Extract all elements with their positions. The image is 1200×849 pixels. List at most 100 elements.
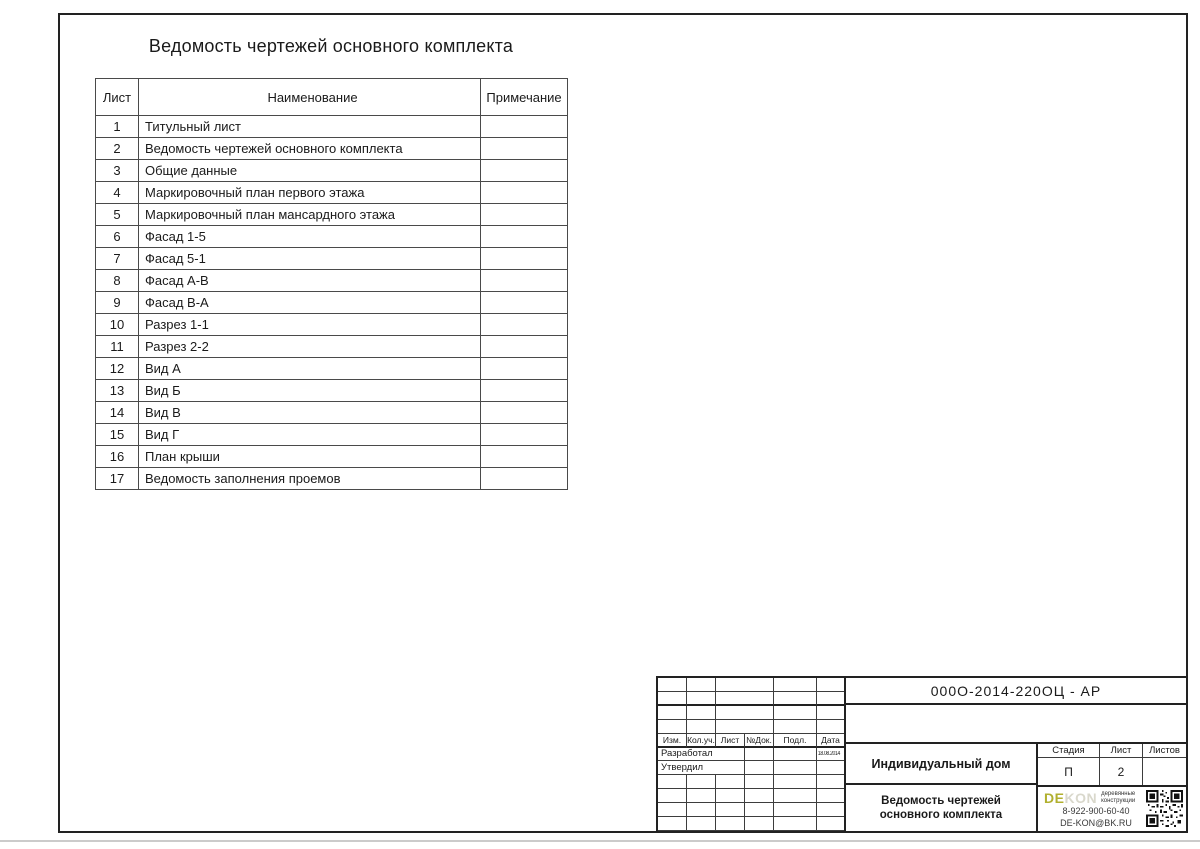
revision-cell bbox=[687, 691, 716, 706]
sheet-value: 2 bbox=[1100, 758, 1143, 785]
title-block-bottom: Индивидуальный дом Ведомость чертежей ос… bbox=[846, 744, 1186, 831]
table-row: 12 Вид А bbox=[95, 357, 568, 380]
revision-cell bbox=[658, 775, 687, 790]
sheet-number-cell: 9 bbox=[95, 291, 139, 314]
document-code: 000О-2014-220ОЦ - АР bbox=[846, 678, 1186, 705]
revision-cell bbox=[687, 678, 716, 692]
note-cell bbox=[480, 313, 568, 336]
drawing-name-cell: Титульный лист bbox=[138, 115, 481, 138]
note-cell bbox=[480, 335, 568, 358]
drawing-list-title: Ведомость чертежей основного комплекта bbox=[148, 36, 514, 56]
revision-header-dok: №Док. bbox=[745, 733, 774, 748]
table-row: 1 Титульный лист bbox=[95, 115, 568, 138]
revision-cell bbox=[658, 789, 687, 804]
note-cell bbox=[480, 291, 568, 314]
drawing-name-cell: Фасад А-В bbox=[138, 269, 481, 292]
revision-cell bbox=[745, 747, 774, 762]
revision-cell bbox=[745, 775, 774, 790]
stage-value-row: П 2 bbox=[1038, 758, 1186, 787]
revision-cell bbox=[687, 775, 716, 790]
revision-cell bbox=[658, 705, 687, 720]
header-name: Наименование bbox=[138, 78, 481, 116]
vendor-tagline: деревянные конструкции bbox=[1101, 791, 1135, 805]
revision-cell bbox=[716, 789, 745, 804]
sheets-total-label: Листов bbox=[1143, 744, 1186, 758]
note-cell bbox=[480, 269, 568, 292]
sheets-total-value bbox=[1143, 758, 1186, 785]
drawing-name-cell: Фасад 5-1 bbox=[138, 247, 481, 270]
vendor-email: DE-KON@BK.RU bbox=[1060, 817, 1132, 828]
revision-cell bbox=[687, 705, 716, 720]
developed-date: 18.08.2014 bbox=[817, 750, 840, 757]
document-title: Ведомость чертежей основного комплекта bbox=[879, 794, 1003, 821]
project-column: Индивидуальный дом Ведомость чертежей ос… bbox=[846, 744, 1038, 831]
revision-cell bbox=[716, 817, 745, 831]
table-row: 16 План крыши bbox=[95, 445, 568, 468]
sheet-number-cell: 14 bbox=[95, 401, 139, 424]
note-cell bbox=[480, 357, 568, 380]
revision-cell bbox=[687, 817, 716, 831]
table-row: 3 Общие данные bbox=[95, 159, 568, 182]
table-row: 17 Ведомость заполнения проемов bbox=[95, 467, 568, 490]
logo-de-text: DE bbox=[1044, 790, 1065, 806]
drawing-name-cell: Вид А bbox=[138, 357, 481, 380]
table-row: 15 Вид Г bbox=[95, 423, 568, 446]
drawing-name-cell: Общие данные bbox=[138, 159, 481, 182]
revision-cell bbox=[774, 719, 817, 734]
sheet-number-cell: 1 bbox=[95, 115, 139, 138]
note-cell bbox=[480, 137, 568, 160]
sheet-number-cell: 16 bbox=[95, 445, 139, 468]
revision-cell bbox=[817, 678, 844, 692]
drawing-name-cell: Разрез 2-2 bbox=[138, 335, 481, 358]
revision-cell bbox=[716, 719, 774, 734]
revision-cell bbox=[658, 691, 687, 706]
note-cell bbox=[480, 225, 568, 248]
sheet-number-cell: 17 bbox=[95, 467, 139, 490]
title-block-right: 000О-2014-220ОЦ - АР Индивидуальный дом … bbox=[846, 678, 1186, 831]
note-cell bbox=[480, 445, 568, 468]
table-row: 7 Фасад 5-1 bbox=[95, 247, 568, 270]
note-cell bbox=[480, 115, 568, 138]
drawing-name-cell: Фасад 1-5 bbox=[138, 225, 481, 248]
sheet-number-cell: 4 bbox=[95, 181, 139, 204]
sheet-border-frame bbox=[58, 13, 1188, 833]
drawing-name-cell: План крыши bbox=[138, 445, 481, 468]
revision-cell bbox=[774, 691, 817, 706]
revision-cell bbox=[716, 803, 745, 818]
note-cell bbox=[480, 181, 568, 204]
sheet-number-cell: 10 bbox=[95, 313, 139, 336]
developed-label: Разработал bbox=[658, 747, 745, 762]
vendor-cell: DE KON деревянные конструкции 8-922-900-6… bbox=[1038, 787, 1186, 831]
revision-cell bbox=[774, 705, 817, 720]
revision-cell bbox=[716, 705, 774, 720]
table-row: 13 Вид Б bbox=[95, 379, 568, 402]
revision-header-izm: Изм. bbox=[658, 733, 687, 748]
sheet-number-cell: 3 bbox=[95, 159, 139, 182]
logo-kon-text: KON bbox=[1064, 790, 1098, 806]
vendor-tagline-line2: конструкции bbox=[1101, 797, 1136, 804]
sheet-number-cell: 6 bbox=[95, 225, 139, 248]
table-row: 8 Фасад А-В bbox=[95, 269, 568, 292]
revision-header-podl: Подл. bbox=[774, 733, 817, 748]
page-edge bbox=[0, 840, 1200, 842]
note-cell bbox=[480, 401, 568, 424]
revision-cell bbox=[774, 747, 817, 762]
revision-cell bbox=[745, 803, 774, 818]
revision-cell bbox=[658, 719, 687, 734]
title-block: Изм. Кол.уч. Лист №Док. Подл. Дата Разра… bbox=[656, 676, 1188, 833]
revision-cell bbox=[774, 775, 817, 790]
sheet-number-cell: 5 bbox=[95, 203, 139, 226]
revision-cell bbox=[745, 761, 774, 776]
revision-cell bbox=[687, 719, 716, 734]
revision-cell bbox=[745, 789, 774, 804]
note-cell bbox=[480, 159, 568, 182]
table-row: 14 Вид В bbox=[95, 401, 568, 424]
revision-header-data: Дата bbox=[817, 734, 844, 748]
revision-cell bbox=[817, 761, 844, 776]
revision-cell bbox=[817, 775, 844, 790]
drawing-list-body: 1 Титульный лист 2 Ведомость чертежей ос… bbox=[95, 115, 568, 490]
revision-cell bbox=[817, 789, 844, 804]
note-cell bbox=[480, 423, 568, 446]
drawing-list-header: Лист Наименование Примечание bbox=[95, 78, 568, 116]
